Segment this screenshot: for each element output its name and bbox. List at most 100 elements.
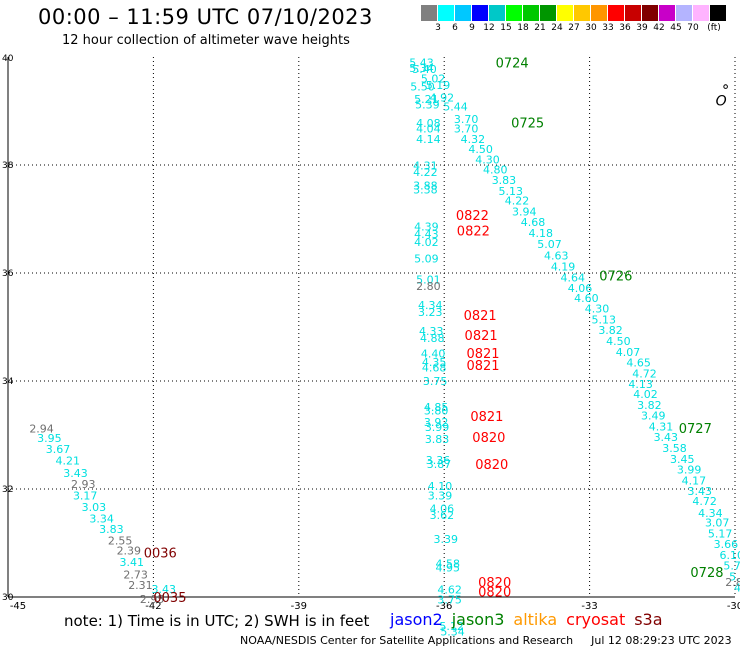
- wave-height-value: 3.67: [46, 443, 71, 456]
- wave-height-value: 4.02: [414, 236, 439, 249]
- wave-height-value: 4.19: [551, 261, 576, 274]
- pass-time-label: 0727: [679, 422, 712, 437]
- pass-time-label: 0821: [464, 309, 497, 324]
- wave-height-value: 4.68: [422, 362, 447, 375]
- wave-height-value: 3.75: [437, 594, 462, 607]
- wave-height-value: 4.43: [414, 228, 439, 241]
- wave-height-value: 4.30: [475, 154, 500, 167]
- colorbar-cell: [455, 5, 472, 21]
- wave-height-value: 3.70: [454, 113, 479, 126]
- colorbar-cell: [506, 5, 523, 21]
- wave-height-value: 3.49: [641, 410, 666, 423]
- wave-height-value: 3.99: [425, 421, 450, 434]
- wave-height-value: 4.31: [649, 420, 674, 433]
- wave-height-value: 5.19: [426, 79, 451, 92]
- wave-height-value: 4.34: [418, 299, 443, 312]
- colorbar-cell: [540, 5, 557, 21]
- wave-height-value: 4.31: [413, 160, 438, 173]
- colorbar-cell: [421, 5, 438, 21]
- wave-height-value: 3.88: [413, 180, 438, 193]
- colorbar-cell: [676, 5, 693, 21]
- pass-time-label: 0820: [472, 431, 505, 446]
- pass-time-label: 0822: [456, 209, 489, 224]
- wave-height-value: 4.64: [561, 271, 586, 284]
- wave-height-value: 4.06: [430, 502, 455, 515]
- y-tick-label: 32: [2, 485, 13, 495]
- wave-height-value: 5.44: [443, 101, 468, 114]
- wave-height-value: 5.50: [410, 81, 435, 94]
- colorbar-cell: [710, 5, 727, 21]
- pass-time-label: 0726: [599, 270, 632, 285]
- wave-height-value: 3.41: [119, 556, 143, 569]
- colorbar-cell: [472, 5, 489, 21]
- satellite-legend: jason2 jason3 altika cryosat s3a: [390, 610, 663, 629]
- wave-height-value: 3.99: [677, 464, 702, 477]
- wave-height-value: 5.40: [412, 63, 437, 76]
- colorbar-cell: [591, 5, 608, 21]
- colorbar-label: 39: [636, 23, 648, 33]
- y-tick-label: 34: [2, 377, 14, 387]
- wave-height-value: 3.82: [637, 399, 662, 412]
- wave-height-value: 4.72: [692, 495, 717, 508]
- credit-text: NOAA/NESDIS Center for Satellite Applica…: [240, 634, 574, 647]
- page-subtitle: 12 hour collection of altimeter wave hei…: [62, 33, 350, 48]
- wave-height-value: 5.12: [439, 620, 464, 633]
- wave-height-value: 4.18: [529, 227, 554, 240]
- colorbar: [421, 5, 727, 21]
- wave-height-value: 4.63: [544, 250, 569, 263]
- wave-height-value: 4.22: [413, 166, 438, 179]
- wave-height-value: 3.17: [73, 489, 98, 502]
- colorbar-cell: [489, 5, 506, 21]
- wave-height-value: 2.55: [108, 534, 133, 547]
- map-annotation: O: [716, 94, 727, 110]
- colorbar-label: 36: [619, 23, 631, 33]
- wave-height-value: 4.50: [606, 335, 631, 348]
- wave-height-value: 4.04: [416, 122, 441, 135]
- pass-time-label: 0821: [465, 329, 498, 344]
- wave-height-value: 3.43: [63, 467, 88, 480]
- colorbar-label: 30: [585, 23, 597, 33]
- pass-time-label: 0820: [478, 586, 511, 601]
- wave-height-value: 3.39: [434, 533, 459, 546]
- pass-time-label: 0821: [466, 347, 499, 362]
- colorbar-labels: 3 6 9 12 15 18 21 24 27 30 33 36 39 42 45 70 (ft): [421, 23, 740, 35]
- colorbar-label: 15: [500, 23, 512, 33]
- colorbar-label: 70: [687, 23, 699, 33]
- wave-height-value: 2.94: [29, 423, 54, 436]
- wave-height-value: 4.85: [424, 401, 449, 414]
- wave-height-value: 3.83: [99, 523, 124, 536]
- colorbar-cell: [659, 5, 676, 21]
- wave-height-value: 4.32: [461, 133, 486, 146]
- pass-time-label: 0821: [466, 359, 499, 374]
- wave-height-value: 3.43: [151, 583, 176, 596]
- wave-height-value: 5.39: [415, 99, 440, 112]
- colorbar-cell: [574, 5, 591, 21]
- wave-height-value: 4.06: [568, 282, 593, 295]
- wave-height-value: 4.17: [682, 474, 707, 487]
- page-title: 00:00 – 11:59 UTC 07/10/2023: [38, 5, 373, 29]
- wave-height-value: 5.13: [498, 185, 523, 198]
- y-tick-label: 36: [2, 269, 14, 279]
- wave-height-value: 3.66: [714, 538, 739, 551]
- wave-height-value: 5.07: [537, 238, 562, 251]
- wave-height-value: 4.33: [419, 325, 444, 338]
- y-tick-label: 38: [2, 161, 14, 171]
- wave-height-value: 4.08: [416, 117, 441, 130]
- colorbar-cell: [608, 5, 625, 21]
- x-tick-label: -36: [436, 601, 452, 612]
- wave-height-value: 3.62: [430, 509, 455, 522]
- wave-height-value: 5.17: [708, 527, 733, 540]
- footer-note: note: 1) Time is in UTC; 2) SWH is in fe…: [64, 612, 370, 630]
- colorbar-label: 27: [568, 23, 580, 33]
- colorbar-cell: [625, 5, 642, 21]
- wave-height-value: 4.07: [616, 346, 641, 359]
- colorbar-label: 6: [452, 23, 458, 33]
- colorbar-label: 9: [469, 23, 475, 33]
- wave-height-value: 2.39: [117, 545, 142, 558]
- map-annotation-dot: [723, 84, 728, 89]
- colorbar-label: 42: [653, 23, 665, 33]
- wave-height-value: 5.09: [414, 252, 439, 265]
- pass-time-label: 0036: [144, 547, 177, 562]
- wave-height-value: 3.83: [425, 433, 450, 446]
- colorbar-cell: [438, 5, 455, 21]
